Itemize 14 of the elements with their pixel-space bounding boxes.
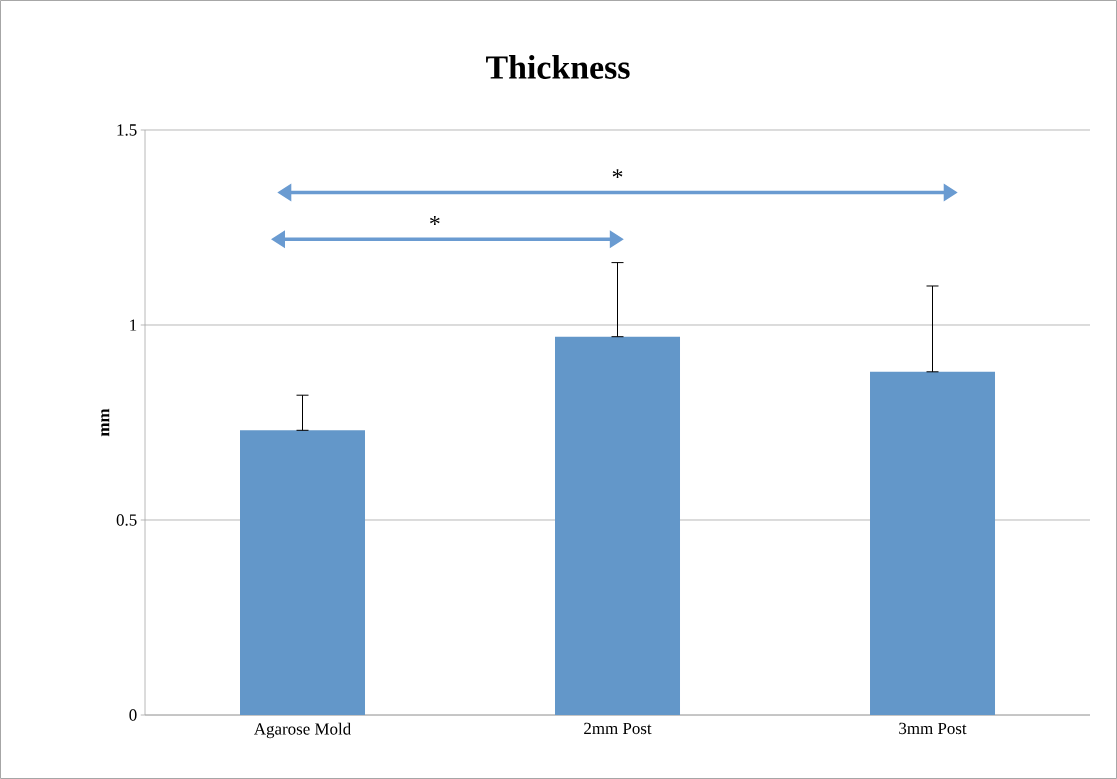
- bar: [240, 430, 365, 715]
- bar: [555, 336, 681, 715]
- annotation: *: [612, 169, 623, 179]
- x-tick-label: 3mm Post: [899, 722, 967, 735]
- annotation: *: [430, 216, 440, 225]
- y-axis-title: mm: [101, 408, 110, 437]
- y-tick-label: 1: [130, 319, 137, 331]
- bar: [870, 371, 996, 715]
- y-tick-label: 1.5: [117, 124, 137, 136]
- y-tick-label: 0.5: [116, 514, 137, 526]
- y-tick-label: 0: [129, 709, 137, 721]
- chart-title: Thickness: [486, 55, 630, 79]
- x-tick-label: Agarose Mold: [253, 722, 351, 739]
- x-tick-label: 2mm Post: [584, 722, 652, 735]
